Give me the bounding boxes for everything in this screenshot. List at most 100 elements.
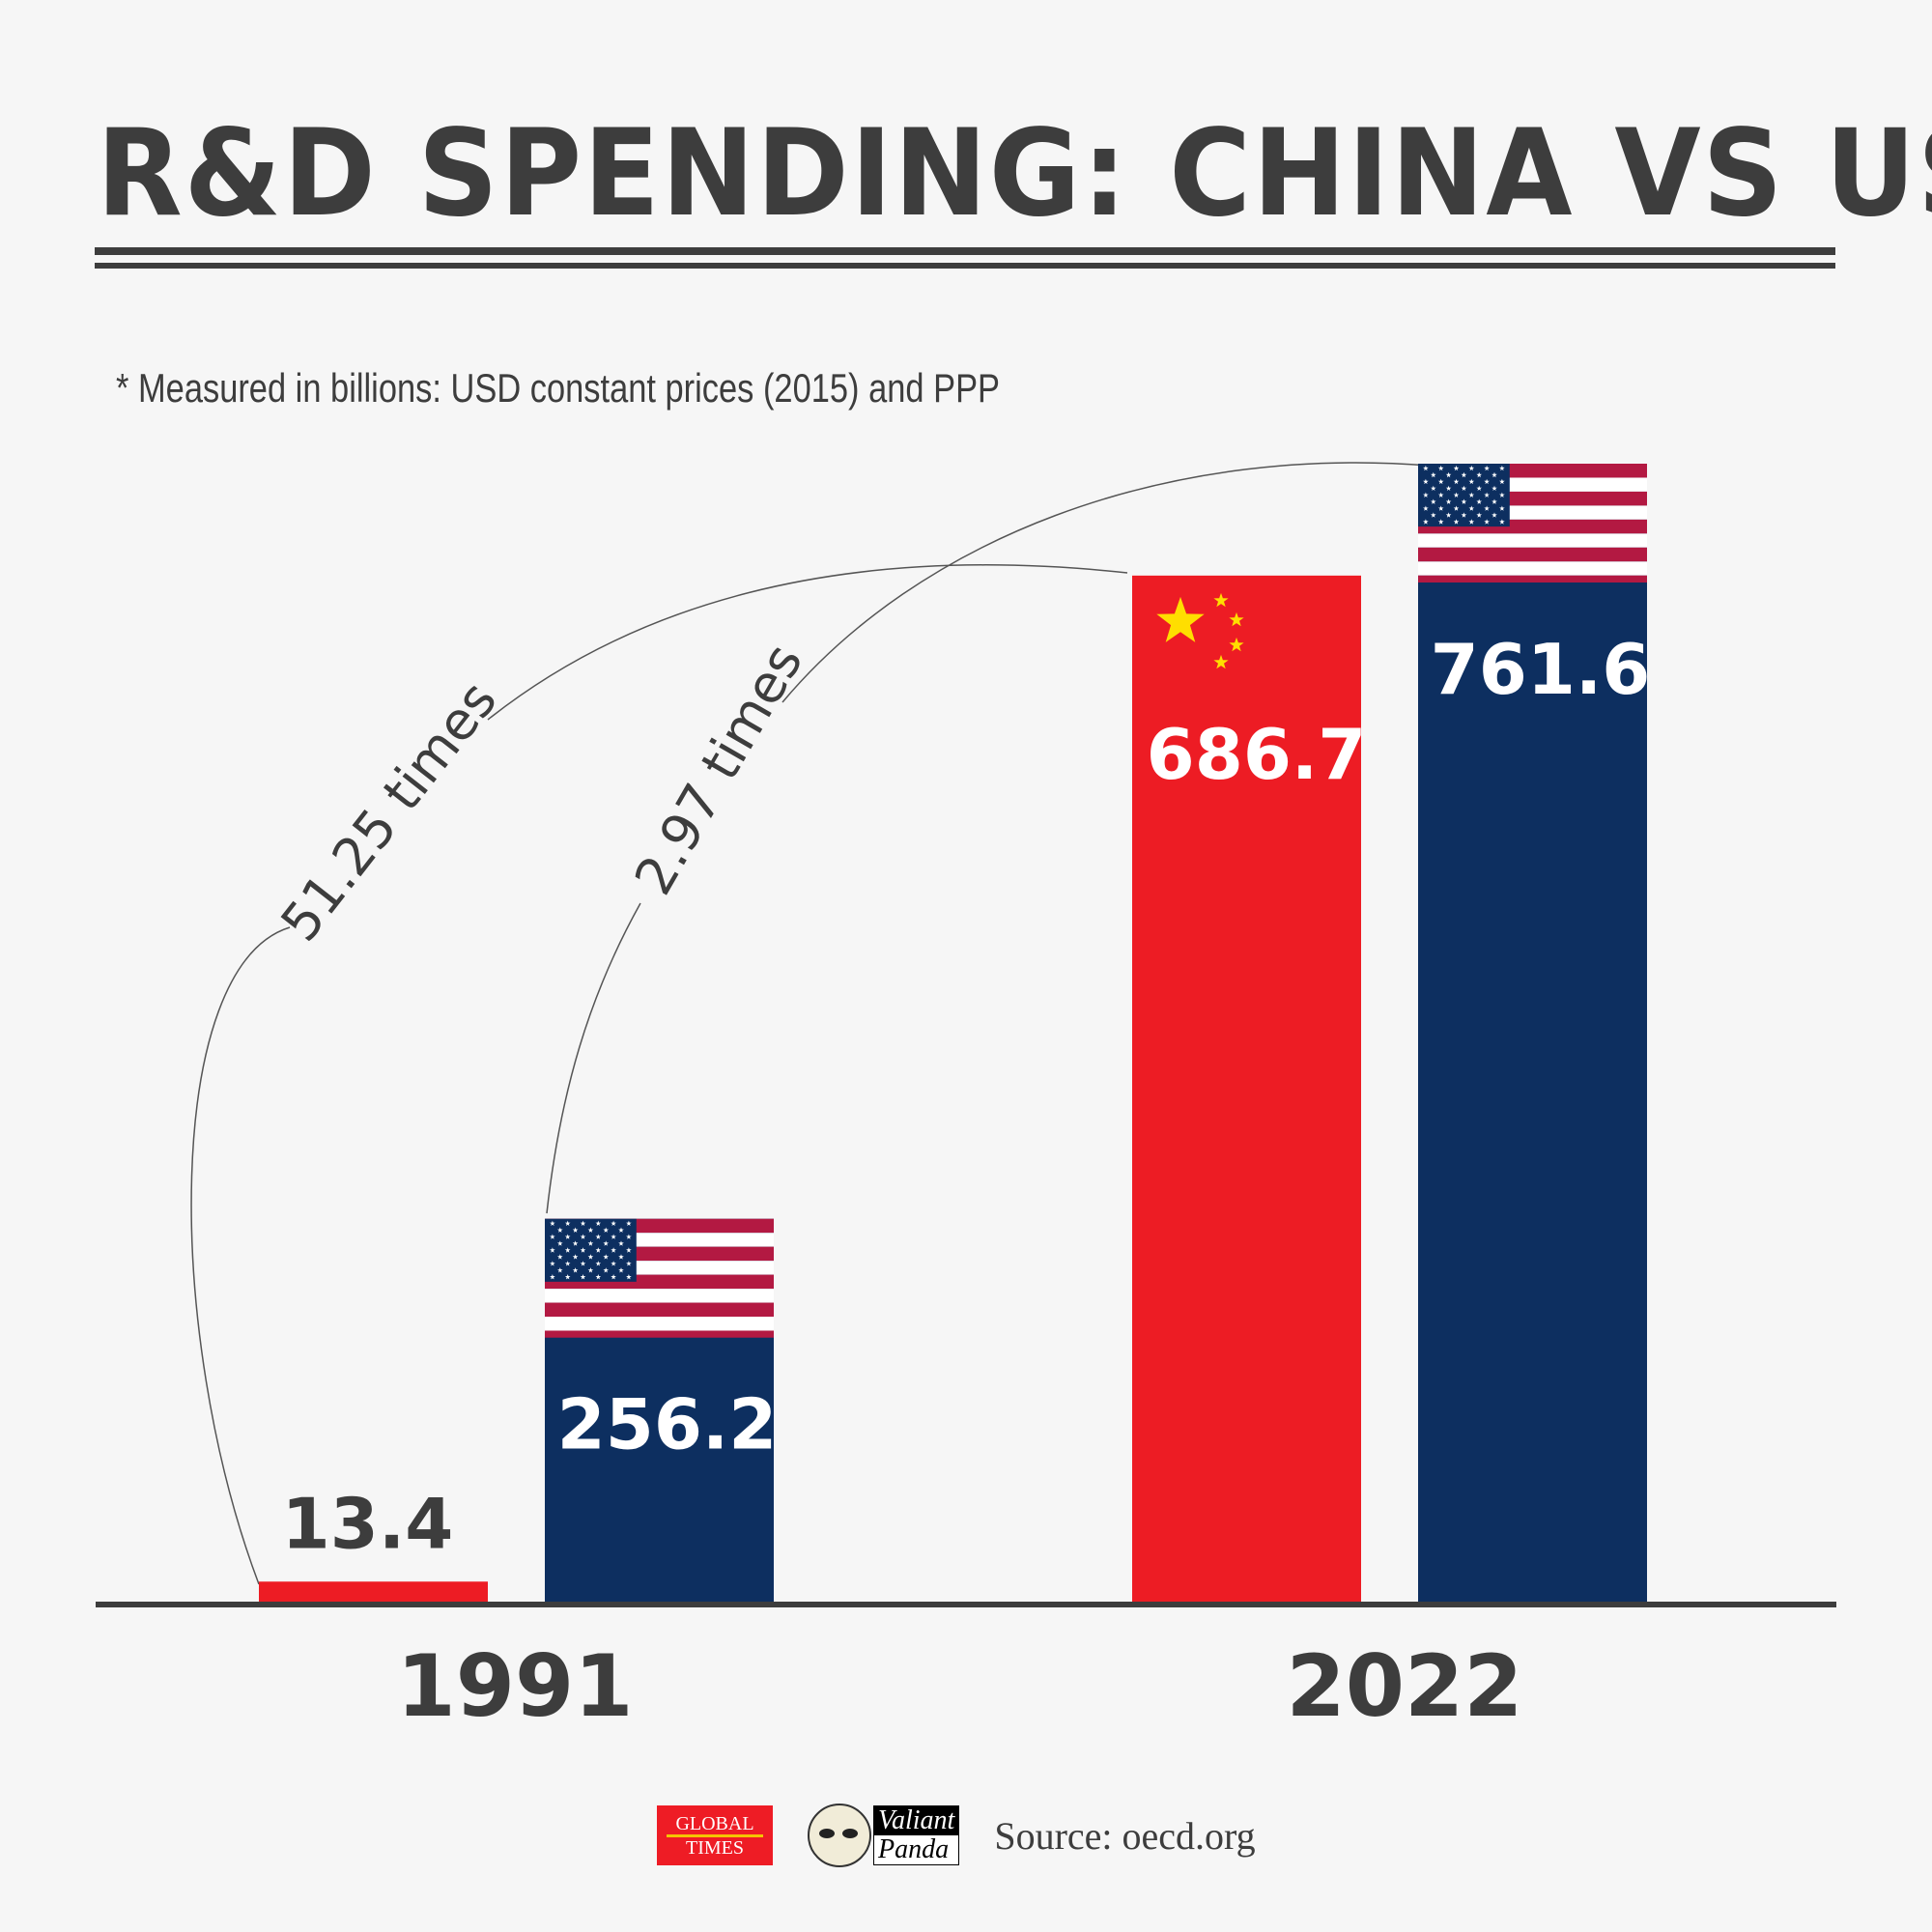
- flag-star-icon: [550, 1261, 555, 1266]
- x-tick-1991: 1991: [397, 1636, 634, 1736]
- flag-star-icon: [1476, 512, 1482, 518]
- china-flag-stars-icon: [1156, 592, 1244, 669]
- flag-star-icon: [1431, 512, 1436, 518]
- flag-star-icon: [1499, 492, 1505, 497]
- flag-stripe: [1418, 575, 1647, 582]
- bar-us-2022: [1418, 464, 1647, 1602]
- flag-star-icon: [580, 1274, 586, 1280]
- page-title: R&D SPENDING: CHINA VS US: [97, 104, 1932, 243]
- flag-star-icon: [1453, 465, 1460, 471]
- flag-star-icon: [1437, 465, 1444, 471]
- small-star-icon: [1213, 654, 1229, 669]
- flag-star-icon: [1453, 505, 1460, 511]
- flag-star-icon: [572, 1254, 579, 1260]
- flag-star-icon: [1453, 492, 1460, 497]
- flag-star-icon: [550, 1220, 555, 1226]
- flag-star-icon: [550, 1274, 555, 1280]
- flag-star-icon: [1461, 512, 1467, 518]
- flag-star-icon: [557, 1254, 563, 1260]
- flag-star-icon: [1461, 498, 1467, 504]
- flag-star-icon: [557, 1240, 563, 1246]
- flag-stripe: [545, 1302, 774, 1318]
- flag-star-icon: [1437, 492, 1444, 497]
- flag-star-icon: [587, 1227, 594, 1233]
- flag-star-icon: [1423, 505, 1429, 511]
- logo-text-valiant: Valiant: [874, 1806, 959, 1835]
- flag-star-icon: [1499, 478, 1505, 485]
- flag-star-icon: [1468, 465, 1475, 471]
- flag-star-icon: [550, 1234, 555, 1239]
- flag-star-icon: [611, 1247, 616, 1253]
- flag-stripe: [545, 1317, 774, 1331]
- footer: GLOBAL TIMES Valiant Panda Source: oecd.…: [657, 1804, 1256, 1867]
- value-label-us-1991: 256.2: [557, 1384, 778, 1465]
- flag-star-icon: [603, 1227, 609, 1233]
- flag-star-icon: [626, 1234, 632, 1239]
- global-times-logo: GLOBAL TIMES: [657, 1805, 773, 1865]
- title-rule-thick: [95, 247, 1835, 255]
- flag-star-icon: [626, 1261, 632, 1266]
- flag-star-icon: [603, 1267, 609, 1273]
- flag-star-icon: [1445, 512, 1452, 518]
- flag-star-icon: [626, 1220, 632, 1226]
- flag-star-icon: [1476, 498, 1482, 504]
- flag-stripe: [545, 1289, 774, 1303]
- logo-text-global: GLOBAL: [675, 1812, 754, 1834]
- flag-star-icon: [618, 1267, 624, 1273]
- big-star-icon: [1156, 596, 1205, 642]
- flag-star-icon: [1484, 478, 1490, 485]
- flag-star-icon: [564, 1274, 571, 1280]
- flag-stripe: [1418, 561, 1647, 576]
- flag-star-icon: [1445, 498, 1452, 504]
- flag-star-icon: [1484, 505, 1490, 511]
- flag-star-icon: [1431, 471, 1436, 478]
- flag-star-icon: [1499, 519, 1505, 525]
- flag-star-icon: [1468, 505, 1475, 511]
- flag-star-icon: [1499, 505, 1505, 511]
- flag-star-icon: [557, 1227, 563, 1233]
- us-flag-icon: [545, 1218, 774, 1338]
- source-text: Source: oecd.org: [994, 1813, 1256, 1858]
- flag-star-icon: [1423, 492, 1429, 497]
- flag-star-icon: [1431, 485, 1436, 491]
- flag-star-icon: [1423, 465, 1429, 471]
- flag-star-icon: [564, 1220, 571, 1226]
- flag-star-icon: [1492, 485, 1497, 491]
- flag-star-icon: [564, 1261, 571, 1266]
- flag-star-icon: [618, 1240, 624, 1246]
- value-label-china-2022: 686.7: [1147, 714, 1367, 795]
- flag-star-icon: [595, 1247, 602, 1253]
- flag-star-icon: [572, 1227, 579, 1233]
- flag-star-icon: [618, 1227, 624, 1233]
- flag-star-icon: [1468, 519, 1475, 525]
- arc-us-growth: [546, 462, 1431, 1214]
- flag-stripe: [1418, 533, 1647, 548]
- flag-star-icon: [1468, 478, 1475, 485]
- small-star-icon: [1229, 637, 1244, 652]
- flag-star-icon: [580, 1247, 586, 1253]
- flag-stripe: [545, 1330, 774, 1338]
- flag-star-icon: [603, 1254, 609, 1260]
- ratio-label-us: 2.97 times: [623, 634, 814, 905]
- flag-star-icon: [603, 1240, 609, 1246]
- small-star-icon: [1229, 611, 1244, 627]
- flag-star-icon: [1423, 519, 1429, 525]
- flag-star-icon: [587, 1254, 594, 1260]
- logo-text-times: TIMES: [686, 1836, 744, 1859]
- logo-text-panda: Panda: [874, 1835, 959, 1864]
- flag-star-icon: [580, 1234, 586, 1239]
- flag-star-icon: [618, 1254, 624, 1260]
- bar-china-1991: [259, 1581, 488, 1602]
- flag-star-icon: [1461, 485, 1467, 491]
- flag-star-icon: [1437, 519, 1444, 525]
- flag-star-icon: [626, 1274, 632, 1280]
- flag-star-icon: [564, 1247, 571, 1253]
- flag-star-icon: [595, 1261, 602, 1266]
- flag-star-icon: [1492, 498, 1497, 504]
- flag-star-icon: [587, 1267, 594, 1273]
- flag-star-icon: [1423, 478, 1429, 485]
- arc-china-growth: [190, 564, 1128, 1585]
- flag-star-icon: [580, 1261, 586, 1266]
- flag-star-icon: [1453, 478, 1460, 485]
